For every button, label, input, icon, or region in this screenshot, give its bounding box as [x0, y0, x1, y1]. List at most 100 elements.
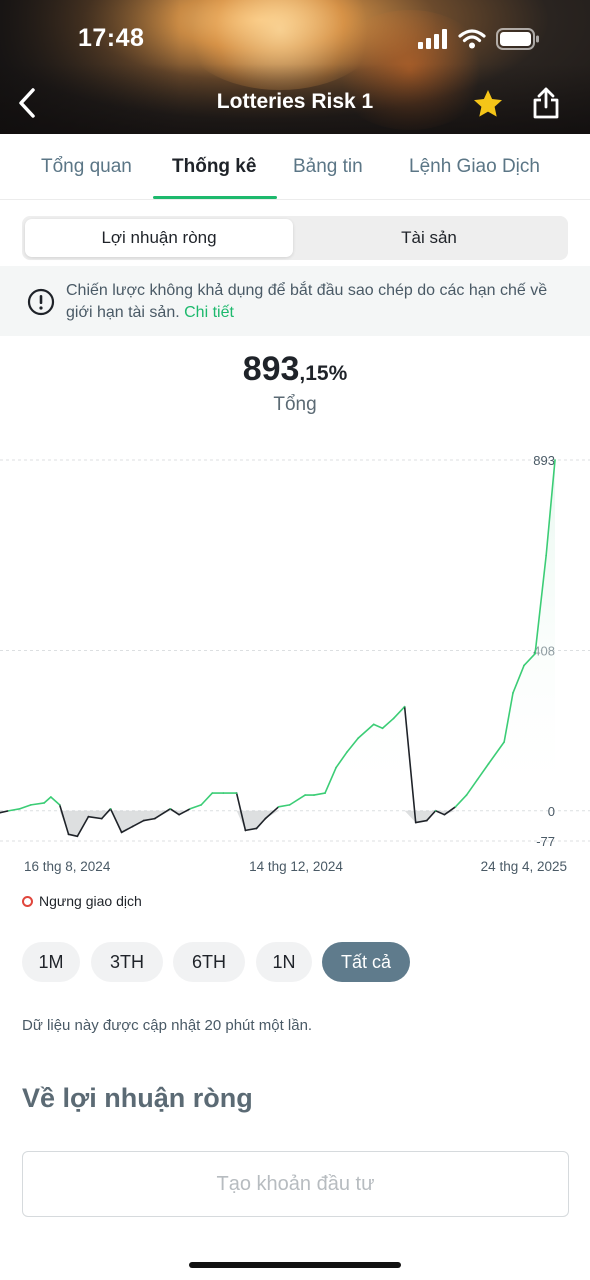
series-line-segment — [120, 825, 134, 834]
chart-legend: Ngưng giao dịch — [22, 893, 142, 909]
total-profit-label: Tổng — [273, 394, 317, 415]
series-line-segment — [43, 796, 52, 804]
series-line-segment — [534, 554, 547, 655]
data-point — [277, 806, 280, 808]
data-point — [58, 804, 61, 806]
tab-statistics[interactable]: Thống kê — [172, 156, 257, 177]
data-point — [534, 652, 536, 655]
total-profit-decimal: ,15% — [299, 362, 348, 385]
data-point — [476, 778, 479, 781]
data-point — [30, 804, 32, 806]
period-1y-button[interactable]: 1N — [256, 942, 312, 982]
series-line-segment — [381, 717, 395, 730]
data-point — [43, 802, 46, 804]
data-point — [313, 794, 315, 796]
series-line-segment — [414, 819, 428, 824]
positive-area — [0, 460, 555, 811]
info-icon — [27, 288, 55, 316]
period-1m-button[interactable]: 1M — [22, 942, 80, 982]
series-line-segment — [58, 804, 70, 836]
data-point — [304, 794, 306, 796]
data-point — [503, 741, 505, 743]
wifi-icon — [458, 29, 486, 49]
series-line-segment — [50, 796, 61, 806]
series-line-segment — [443, 806, 457, 816]
tab-overview[interactable]: Tổng quan — [41, 156, 132, 177]
data-point — [244, 829, 247, 832]
series-line-segment — [403, 705, 417, 824]
tab-orders[interactable]: Lệnh Giao Dịch — [409, 156, 540, 177]
y-tick-label: 893 — [533, 453, 555, 468]
data-point — [414, 821, 417, 824]
share-icon[interactable] — [530, 86, 562, 120]
data-point — [335, 766, 337, 769]
data-point — [0, 811, 1, 814]
x-tick-label: 24 thg 4, 2025 — [481, 859, 567, 874]
series-line-segment — [109, 807, 123, 834]
update-note: Dữ liệu này được cập nhật 20 phút một lầ… — [22, 1017, 313, 1034]
star-icon[interactable] — [472, 88, 504, 120]
series-line-segment — [425, 809, 437, 822]
series-line-segment — [189, 804, 203, 810]
period-3m-button[interactable]: 3TH — [91, 942, 163, 982]
period-6m-button[interactable]: 6TH — [173, 942, 245, 982]
series-line-segment — [255, 817, 267, 830]
page-title: Lotteries Risk 1 — [216, 90, 374, 113]
series-line-segment — [523, 652, 536, 667]
data-point — [142, 819, 145, 822]
negative-area — [0, 810, 555, 837]
create-investment-button[interactable]: Tạo khoản đầu tư — [22, 1151, 569, 1217]
battery-icon — [496, 28, 539, 50]
section-title: Về lợi nhuận ròng — [22, 1083, 253, 1113]
series-line-segment — [131, 819, 145, 828]
series-line-segment — [545, 459, 556, 557]
total-profit-integer: 893 — [242, 350, 300, 388]
series-line-segment — [357, 723, 375, 739]
series-line-segment — [67, 833, 79, 838]
data-point — [50, 796, 52, 798]
data-point — [403, 705, 406, 708]
data-point — [100, 817, 103, 820]
series-line-segment — [512, 664, 525, 694]
series-line-segment — [335, 751, 348, 769]
series-line-segment — [200, 792, 214, 806]
data-point — [454, 806, 457, 808]
notice-details-link[interactable]: Chi tiết — [184, 304, 234, 321]
series-line-segment — [0, 809, 10, 814]
data-point — [357, 737, 360, 739]
home-indicator — [189, 1262, 401, 1268]
total-profit-value: 893,15% — [0, 350, 590, 389]
series-line-segment — [76, 815, 90, 838]
segment-net-profit[interactable]: Lợi nhuận ròng — [25, 219, 293, 257]
series-line-segment — [277, 804, 291, 808]
tab-bar: Tổng quan Thống kê Bảng tin Lệnh Giao Dị… — [0, 134, 590, 200]
chevron-left-icon[interactable] — [14, 86, 42, 120]
series-line-segment — [324, 766, 337, 794]
data-point — [545, 554, 547, 557]
data-point — [425, 819, 428, 822]
period-all-button[interactable]: Tất cả — [322, 942, 410, 982]
header-banner: 17:48 Lotteries Risk 1 — [0, 0, 590, 134]
series-line-segment — [313, 792, 326, 796]
series-line-segment — [372, 723, 384, 730]
data-point — [443, 813, 446, 816]
data-point — [512, 692, 514, 694]
y-tick-label: -77 — [536, 834, 555, 849]
data-point — [392, 717, 395, 720]
series-line-segment — [142, 817, 156, 822]
metric-segmented-control: Lợi nhuận ròng Tài sản — [22, 216, 568, 260]
series-line-segment — [392, 705, 406, 720]
series-line-segment — [244, 827, 258, 832]
tab-news[interactable]: Bảng tin — [293, 156, 363, 177]
segment-assets[interactable]: Tài sản — [401, 228, 457, 247]
data-point — [554, 459, 556, 461]
series-line-segment — [178, 807, 191, 816]
data-point — [153, 817, 156, 820]
data-point — [189, 807, 191, 810]
data-point — [434, 809, 437, 812]
series-line-segment — [19, 804, 32, 810]
series-line-segment — [487, 741, 505, 765]
data-point — [324, 792, 326, 794]
series-line-segment — [235, 792, 247, 832]
